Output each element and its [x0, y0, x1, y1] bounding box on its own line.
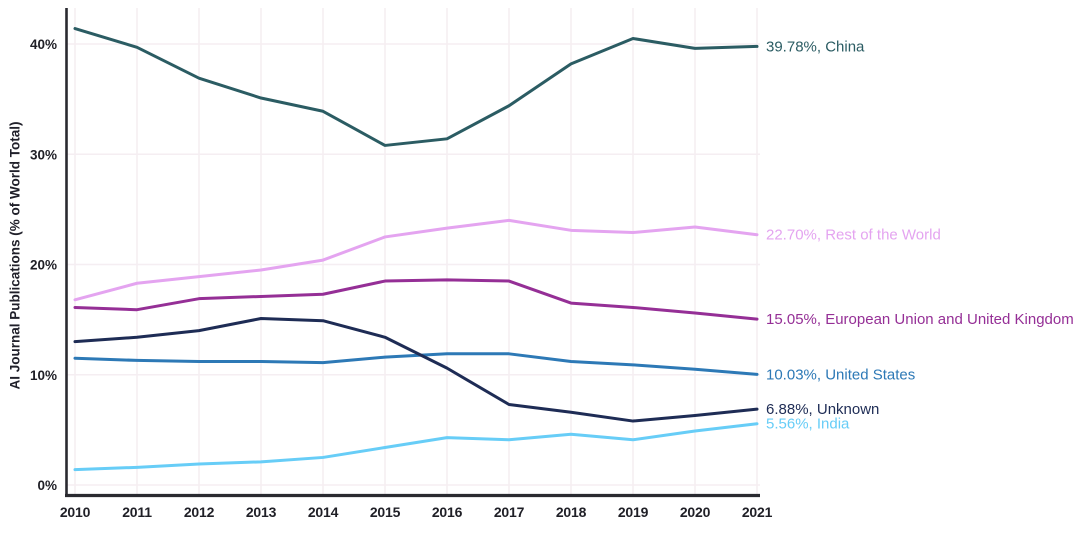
x-tick-label: 2021: [742, 504, 773, 520]
x-tick-label: 2010: [60, 504, 91, 520]
series-line-china: [73, 27, 759, 147]
y-tick-label: 20%: [30, 258, 57, 273]
x-tick-label: 2014: [308, 504, 339, 520]
x-tick-label: 2011: [122, 504, 152, 520]
y-tick-label: 40%: [30, 37, 57, 52]
series-line-rest-of-the-world: [73, 218, 759, 302]
series-line-united-states: [73, 352, 759, 376]
x-tick-label: 2012: [184, 504, 215, 520]
series-end-label-rest-of-the-world: 22.70%, Rest of the World: [766, 227, 941, 244]
series-line-european-union-and-united-kingdom: [73, 278, 759, 321]
series-end-label-unknown: 6.88%, Unknown: [766, 401, 879, 418]
y-tick-label: 30%: [30, 147, 57, 162]
x-tick-label: 2015: [370, 504, 401, 520]
x-tick-label: 2019: [618, 504, 649, 520]
series-end-label-china: 39.78%, China: [766, 38, 865, 55]
series-end-label-european-union-and-united-kingdom: 15.05%, European Union and United Kingdo…: [766, 311, 1074, 328]
x-tick-label: 2020: [680, 504, 711, 520]
series-end-label-india: 5.56%, India: [766, 416, 850, 433]
y-tick-label: 10%: [30, 368, 57, 383]
series-line-unknown: [73, 317, 759, 423]
x-tick-label: 2017: [494, 504, 525, 520]
y-tick-label: 0%: [37, 478, 57, 493]
x-tick-label: 2013: [246, 504, 277, 520]
x-tick-label: 2018: [556, 504, 587, 520]
series-end-label-united-states: 10.03%, United States: [766, 366, 915, 383]
x-tick-label: 2016: [432, 504, 463, 520]
series-line-india: [73, 422, 759, 472]
